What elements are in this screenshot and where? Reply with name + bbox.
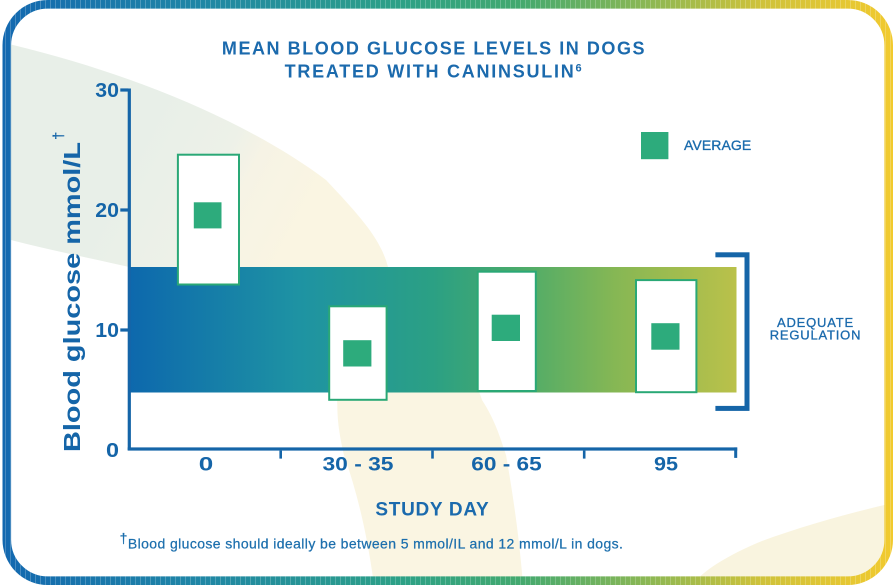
svg-text:Blood glucose mmol/L: Blood glucose mmol/L [59, 142, 85, 452]
svg-text:REGULATION: REGULATION [770, 328, 862, 343]
svg-text:†Blood glucose should ideally: †Blood glucose should ideally be between… [120, 530, 624, 552]
svg-text:0: 0 [106, 440, 119, 462]
svg-text:TREATED WITH CANINSULIN6: TREATED WITH CANINSULIN6 [285, 62, 584, 82]
svg-text:MEAN BLOOD GLUCOSE LEVELS IN D: MEAN BLOOD GLUCOSE LEVELS IN DOGS [222, 39, 646, 59]
svg-text:30 - 35: 30 - 35 [323, 453, 394, 475]
svg-text:10: 10 [95, 320, 119, 342]
svg-text:95: 95 [654, 453, 678, 475]
svg-text:20: 20 [95, 200, 119, 222]
svg-text:60 - 65: 60 - 65 [471, 453, 542, 475]
svg-text:ADEQUATE: ADEQUATE [777, 315, 854, 330]
svg-text:30: 30 [95, 80, 119, 102]
svg-text:STUDY DAY: STUDY DAY [375, 500, 489, 521]
svg-text:0: 0 [199, 453, 214, 475]
svg-text:†: † [51, 132, 68, 140]
